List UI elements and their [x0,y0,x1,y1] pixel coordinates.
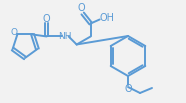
Text: O: O [78,4,85,13]
Text: OH: OH [99,13,114,23]
Text: O: O [10,29,17,37]
Text: NH: NH [58,32,72,41]
Text: O: O [43,14,50,24]
Text: O: O [124,84,132,94]
